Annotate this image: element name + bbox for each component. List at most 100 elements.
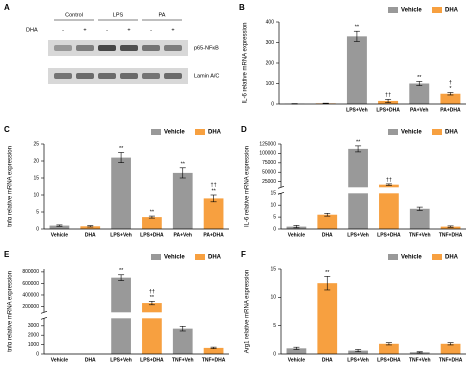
band-label: p65-NFκB — [194, 45, 219, 51]
y-tick-label: 100000 — [259, 151, 276, 157]
bar — [348, 350, 368, 354]
y-tick-label: 800000 — [22, 269, 39, 275]
error-bar — [56, 224, 63, 227]
annotation: * — [449, 86, 452, 92]
error-bar — [447, 92, 454, 96]
y-tick-label: 0 — [273, 226, 276, 232]
error-bar — [118, 274, 125, 281]
x-tick-label: LPS+DHA — [140, 357, 164, 363]
error-bar — [447, 225, 454, 228]
blot-strip — [48, 40, 188, 56]
legend-label: Vehicle — [164, 130, 185, 136]
y-tick-label: 3000 — [28, 323, 39, 329]
y-tick-label: 0 — [273, 351, 276, 357]
error-bar — [447, 342, 454, 346]
y-tick-label: 15 — [270, 266, 276, 272]
y-tick-label: 10 — [33, 192, 39, 198]
blot-strip — [48, 68, 188, 84]
x-tick-label: LPS+DHA — [140, 232, 164, 238]
y-axis-label: IL-6 relative mRNA expression — [243, 22, 249, 103]
x-tick-label: LPS+Veh — [347, 232, 369, 238]
annotation: ** — [150, 295, 155, 301]
y-tick-label: 1000 — [28, 342, 39, 348]
annotation: † — [449, 80, 452, 86]
x-tick-label: LPS+Veh — [110, 232, 132, 238]
annotation: †† — [211, 182, 217, 188]
blot-band — [98, 73, 116, 79]
y-tick-label: 15 — [33, 175, 39, 181]
blot-band — [142, 45, 160, 51]
y-axis-label: tnfα relative mRNA expression — [8, 271, 14, 352]
annotation: ** — [119, 146, 124, 152]
error-bar — [385, 342, 392, 346]
bar — [80, 226, 101, 229]
y-tick-label: 200 — [266, 60, 275, 66]
panel-label: B — [239, 3, 245, 12]
panel-label: E — [4, 250, 10, 259]
blot-band — [76, 73, 94, 79]
bar — [317, 214, 338, 229]
x-tick-label: LPS+DHA — [377, 232, 401, 238]
panel-label: F — [241, 250, 246, 259]
bar — [440, 343, 461, 354]
x-tick-label: DHA — [85, 357, 96, 363]
sign: - — [150, 27, 152, 33]
annotation: ** — [181, 161, 186, 167]
bar — [172, 172, 193, 229]
axis-break — [277, 187, 468, 194]
y-tick-label: 200000 — [22, 304, 39, 310]
bar — [409, 208, 430, 229]
y-tick-label: 5 — [273, 323, 276, 329]
y-tick-label: 600000 — [22, 281, 39, 287]
x-tick-label: LPS+DHA — [376, 107, 400, 113]
error-bar — [210, 346, 217, 349]
panel-label: A — [4, 3, 10, 12]
x-tick-label: LPS+Veh — [110, 357, 132, 363]
x-tick-label: PA+DHA — [440, 107, 461, 113]
error-bar — [148, 215, 155, 219]
bar — [203, 198, 224, 229]
annotation: ** — [211, 188, 216, 194]
x-tick-label: TNF+Veh — [409, 232, 431, 238]
error-bar — [385, 183, 392, 186]
annotation: ** — [325, 270, 330, 276]
legend-swatch — [432, 254, 442, 260]
annotation: ** — [355, 25, 360, 31]
annotation: †† — [149, 289, 155, 295]
bar — [346, 36, 367, 104]
error-bar — [416, 206, 423, 211]
blot-band — [98, 45, 116, 51]
bar — [172, 328, 193, 354]
axis-break — [40, 312, 231, 319]
y-tick-label: 75000 — [262, 160, 276, 166]
y-tick-label: 125000 — [259, 141, 276, 147]
bar — [317, 283, 338, 354]
blot-band — [120, 73, 138, 79]
legend-label: Vehicle — [401, 130, 422, 136]
error-bar — [87, 225, 94, 228]
blot-band — [164, 45, 182, 51]
error-bar — [210, 194, 217, 203]
y-axis-label: tnfα relative mRNA expression — [8, 146, 14, 227]
y-axis-label: Arg1 relative mRNA expression — [245, 270, 251, 353]
bar — [49, 225, 70, 229]
x-tick-label: LPS+Veh — [347, 357, 369, 363]
x-tick-label: DHA — [85, 232, 96, 238]
error-bar — [293, 346, 300, 350]
bar — [111, 157, 131, 229]
error-bar — [324, 212, 331, 217]
x-tick-label: Vehicle — [51, 357, 68, 363]
bar — [142, 217, 162, 229]
y-tick-label: 50000 — [262, 170, 276, 176]
legend-label: DHA — [208, 255, 222, 261]
bar — [440, 226, 461, 229]
x-tick-label: DHA — [322, 232, 333, 238]
error-bar — [355, 349, 362, 353]
legend-swatch — [195, 254, 205, 260]
blot-band — [54, 73, 72, 79]
y-tick-label: 0 — [36, 351, 39, 357]
bar — [409, 83, 430, 104]
y-tick-label: 5 — [36, 209, 39, 215]
legend-swatch — [388, 129, 398, 135]
